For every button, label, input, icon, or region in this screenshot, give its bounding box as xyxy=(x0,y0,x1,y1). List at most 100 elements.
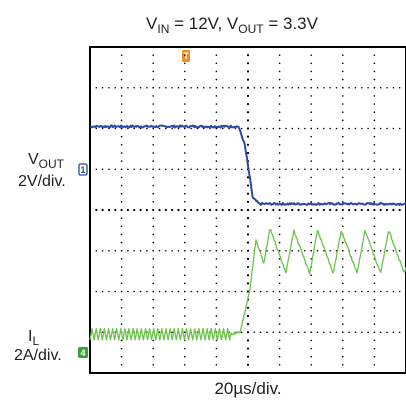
grid-dot xyxy=(310,103,313,105)
grid-dot xyxy=(342,290,344,293)
grid-dot xyxy=(278,144,281,146)
grid-dot xyxy=(342,62,344,65)
grid-dot xyxy=(215,315,218,317)
grid-dot xyxy=(310,95,313,97)
grid-dot xyxy=(246,363,250,366)
grid-dot xyxy=(190,168,192,171)
grid-dot xyxy=(373,355,376,358)
grid-dot xyxy=(342,364,344,366)
grid-dot xyxy=(240,331,243,334)
grid-dot xyxy=(120,144,123,146)
grid-dot xyxy=(246,111,250,114)
grid-dot xyxy=(101,86,104,89)
grid-dot xyxy=(120,127,123,130)
grid-dot xyxy=(354,331,357,334)
grid-dot xyxy=(215,70,218,73)
grid-dot xyxy=(304,127,306,130)
plot-frame xyxy=(89,46,406,374)
grid-dot xyxy=(228,86,230,89)
grid-dot xyxy=(133,127,136,130)
grid-dot xyxy=(184,103,186,105)
grid-dot xyxy=(348,290,350,293)
grid-dot xyxy=(246,274,250,277)
grid-dot xyxy=(310,364,313,366)
grid-dot xyxy=(265,208,269,212)
grid-dot xyxy=(354,208,357,212)
grid-dot xyxy=(348,208,351,212)
vout-label-sub: OUT xyxy=(39,157,65,171)
grid-dot xyxy=(386,331,388,334)
grid-dot xyxy=(246,184,250,187)
grid-dot xyxy=(342,168,344,171)
grid-dot xyxy=(329,168,331,171)
title-vout-value: = 3.3V xyxy=(264,14,319,33)
grid-dot xyxy=(152,103,154,105)
grid-dot xyxy=(152,355,154,358)
grid-dot xyxy=(177,249,180,252)
grid-dot xyxy=(392,290,395,293)
grid-dot xyxy=(171,86,173,89)
grid-dot xyxy=(342,331,344,334)
grid-dot xyxy=(146,168,148,171)
grid-dot xyxy=(373,217,376,219)
grid-dot xyxy=(342,144,344,146)
title-vin-value: = 12V, xyxy=(169,14,227,33)
grid-dot xyxy=(373,331,376,334)
grid-dot xyxy=(278,217,281,219)
grid-dot xyxy=(152,70,154,73)
grid-dot xyxy=(342,298,344,301)
grid-dot xyxy=(329,290,331,293)
grid-dot xyxy=(228,290,230,293)
grid-dot xyxy=(278,307,281,309)
grid-dot xyxy=(234,86,237,89)
grid-dot xyxy=(152,339,154,342)
grid-dot xyxy=(114,168,117,171)
grid-dot xyxy=(127,86,129,89)
grid-dot xyxy=(398,208,401,212)
grid-dot xyxy=(278,201,281,203)
grid-dot xyxy=(139,208,142,212)
series-il-line xyxy=(89,228,406,341)
grid-dot xyxy=(342,266,344,268)
grid-dot xyxy=(379,86,382,89)
grid-dot xyxy=(215,258,218,260)
grid-dot xyxy=(373,323,376,325)
grid-dot xyxy=(139,86,142,89)
grid-dot xyxy=(310,152,313,154)
grid-dot xyxy=(373,208,376,212)
grid-dot xyxy=(360,290,363,293)
grid-dot xyxy=(253,168,256,171)
grid-dot xyxy=(278,347,281,350)
grid-dot xyxy=(158,127,161,130)
grid-dot xyxy=(373,176,376,179)
vout-label: VOUT xyxy=(28,151,65,171)
trigger-marker-box xyxy=(182,50,190,62)
il-scale: 2A/div. xyxy=(14,347,62,364)
grid-dot xyxy=(152,266,154,268)
grid-dot xyxy=(278,62,281,65)
grid-dot xyxy=(164,208,167,212)
grid-dot xyxy=(246,233,250,236)
grid-dot xyxy=(373,298,376,301)
grid-dot xyxy=(246,323,250,326)
grid-dot xyxy=(373,86,376,89)
vout-scale: 2V/div. xyxy=(18,173,66,190)
grid-dot xyxy=(133,208,136,212)
grid-dot xyxy=(304,86,306,89)
grid-dot xyxy=(253,127,256,130)
grid-dot xyxy=(234,208,237,212)
grid-dot xyxy=(329,127,331,130)
grid-dot xyxy=(215,86,218,89)
grid-dot xyxy=(184,184,186,187)
grid-dot xyxy=(152,201,154,203)
grid-dot xyxy=(120,258,123,260)
grid-dot xyxy=(278,152,281,154)
grid-dot xyxy=(240,208,243,212)
grid-dot xyxy=(310,127,313,130)
grid-dot xyxy=(278,323,281,325)
grid-dot xyxy=(373,119,376,122)
grid-dot xyxy=(278,274,281,277)
grid-dot xyxy=(335,127,338,130)
grid-dot xyxy=(165,86,167,89)
grid-dot xyxy=(329,249,331,252)
